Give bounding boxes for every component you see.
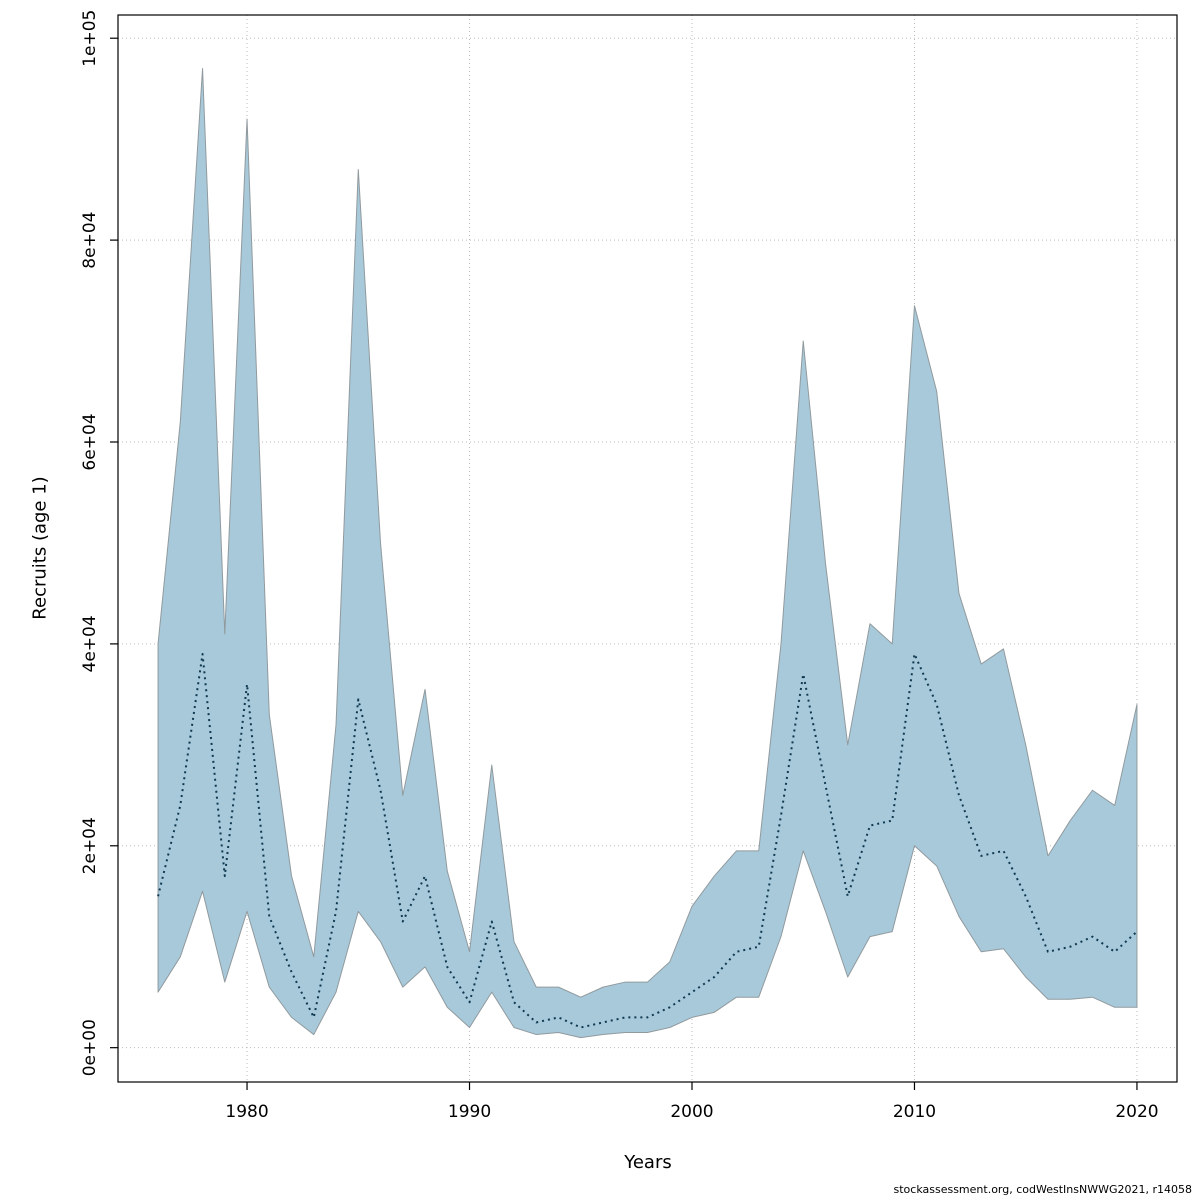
y-axis: 0e+00 2e+04 4e+04 6e+04 8e+04 1e+05 [80,10,118,1076]
x-axis-title: Years [624,1152,672,1173]
confidence-band [157,68,1138,1039]
x-tick-label: 1980 [225,1102,268,1122]
y-tick-label: 4e+04 [80,615,100,672]
plot-border [117,14,1178,1083]
median-line [157,652,1138,1029]
y-tick-label: 8e+04 [80,212,100,269]
y-axis-title: Recruits (age 1) [29,476,51,620]
y-tick-label: 0e+00 [80,1019,100,1076]
y-tick-label: 6e+04 [80,413,100,470]
grid [118,15,1177,1082]
x-axis: 1980 1990 2000 2010 2020 [225,1082,1159,1122]
source-caption: stockassessment.org, codWestInsNWWG2021,… [893,1183,1193,1196]
x-tick-label: 2020 [1115,1102,1158,1122]
x-tick-label: 2000 [670,1102,713,1122]
y-tick-label: 2e+04 [80,817,100,874]
y-tick-label: 1e+05 [80,10,100,67]
x-tick-label: 1990 [448,1102,491,1122]
x-tick-label: 2010 [893,1102,936,1122]
